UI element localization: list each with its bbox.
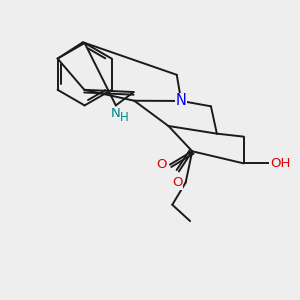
Text: H: H: [120, 111, 128, 124]
Text: N: N: [176, 94, 187, 109]
Text: O: O: [156, 158, 167, 171]
Text: OH: OH: [270, 157, 290, 170]
Text: O: O: [172, 176, 183, 189]
Text: N: N: [111, 107, 120, 120]
